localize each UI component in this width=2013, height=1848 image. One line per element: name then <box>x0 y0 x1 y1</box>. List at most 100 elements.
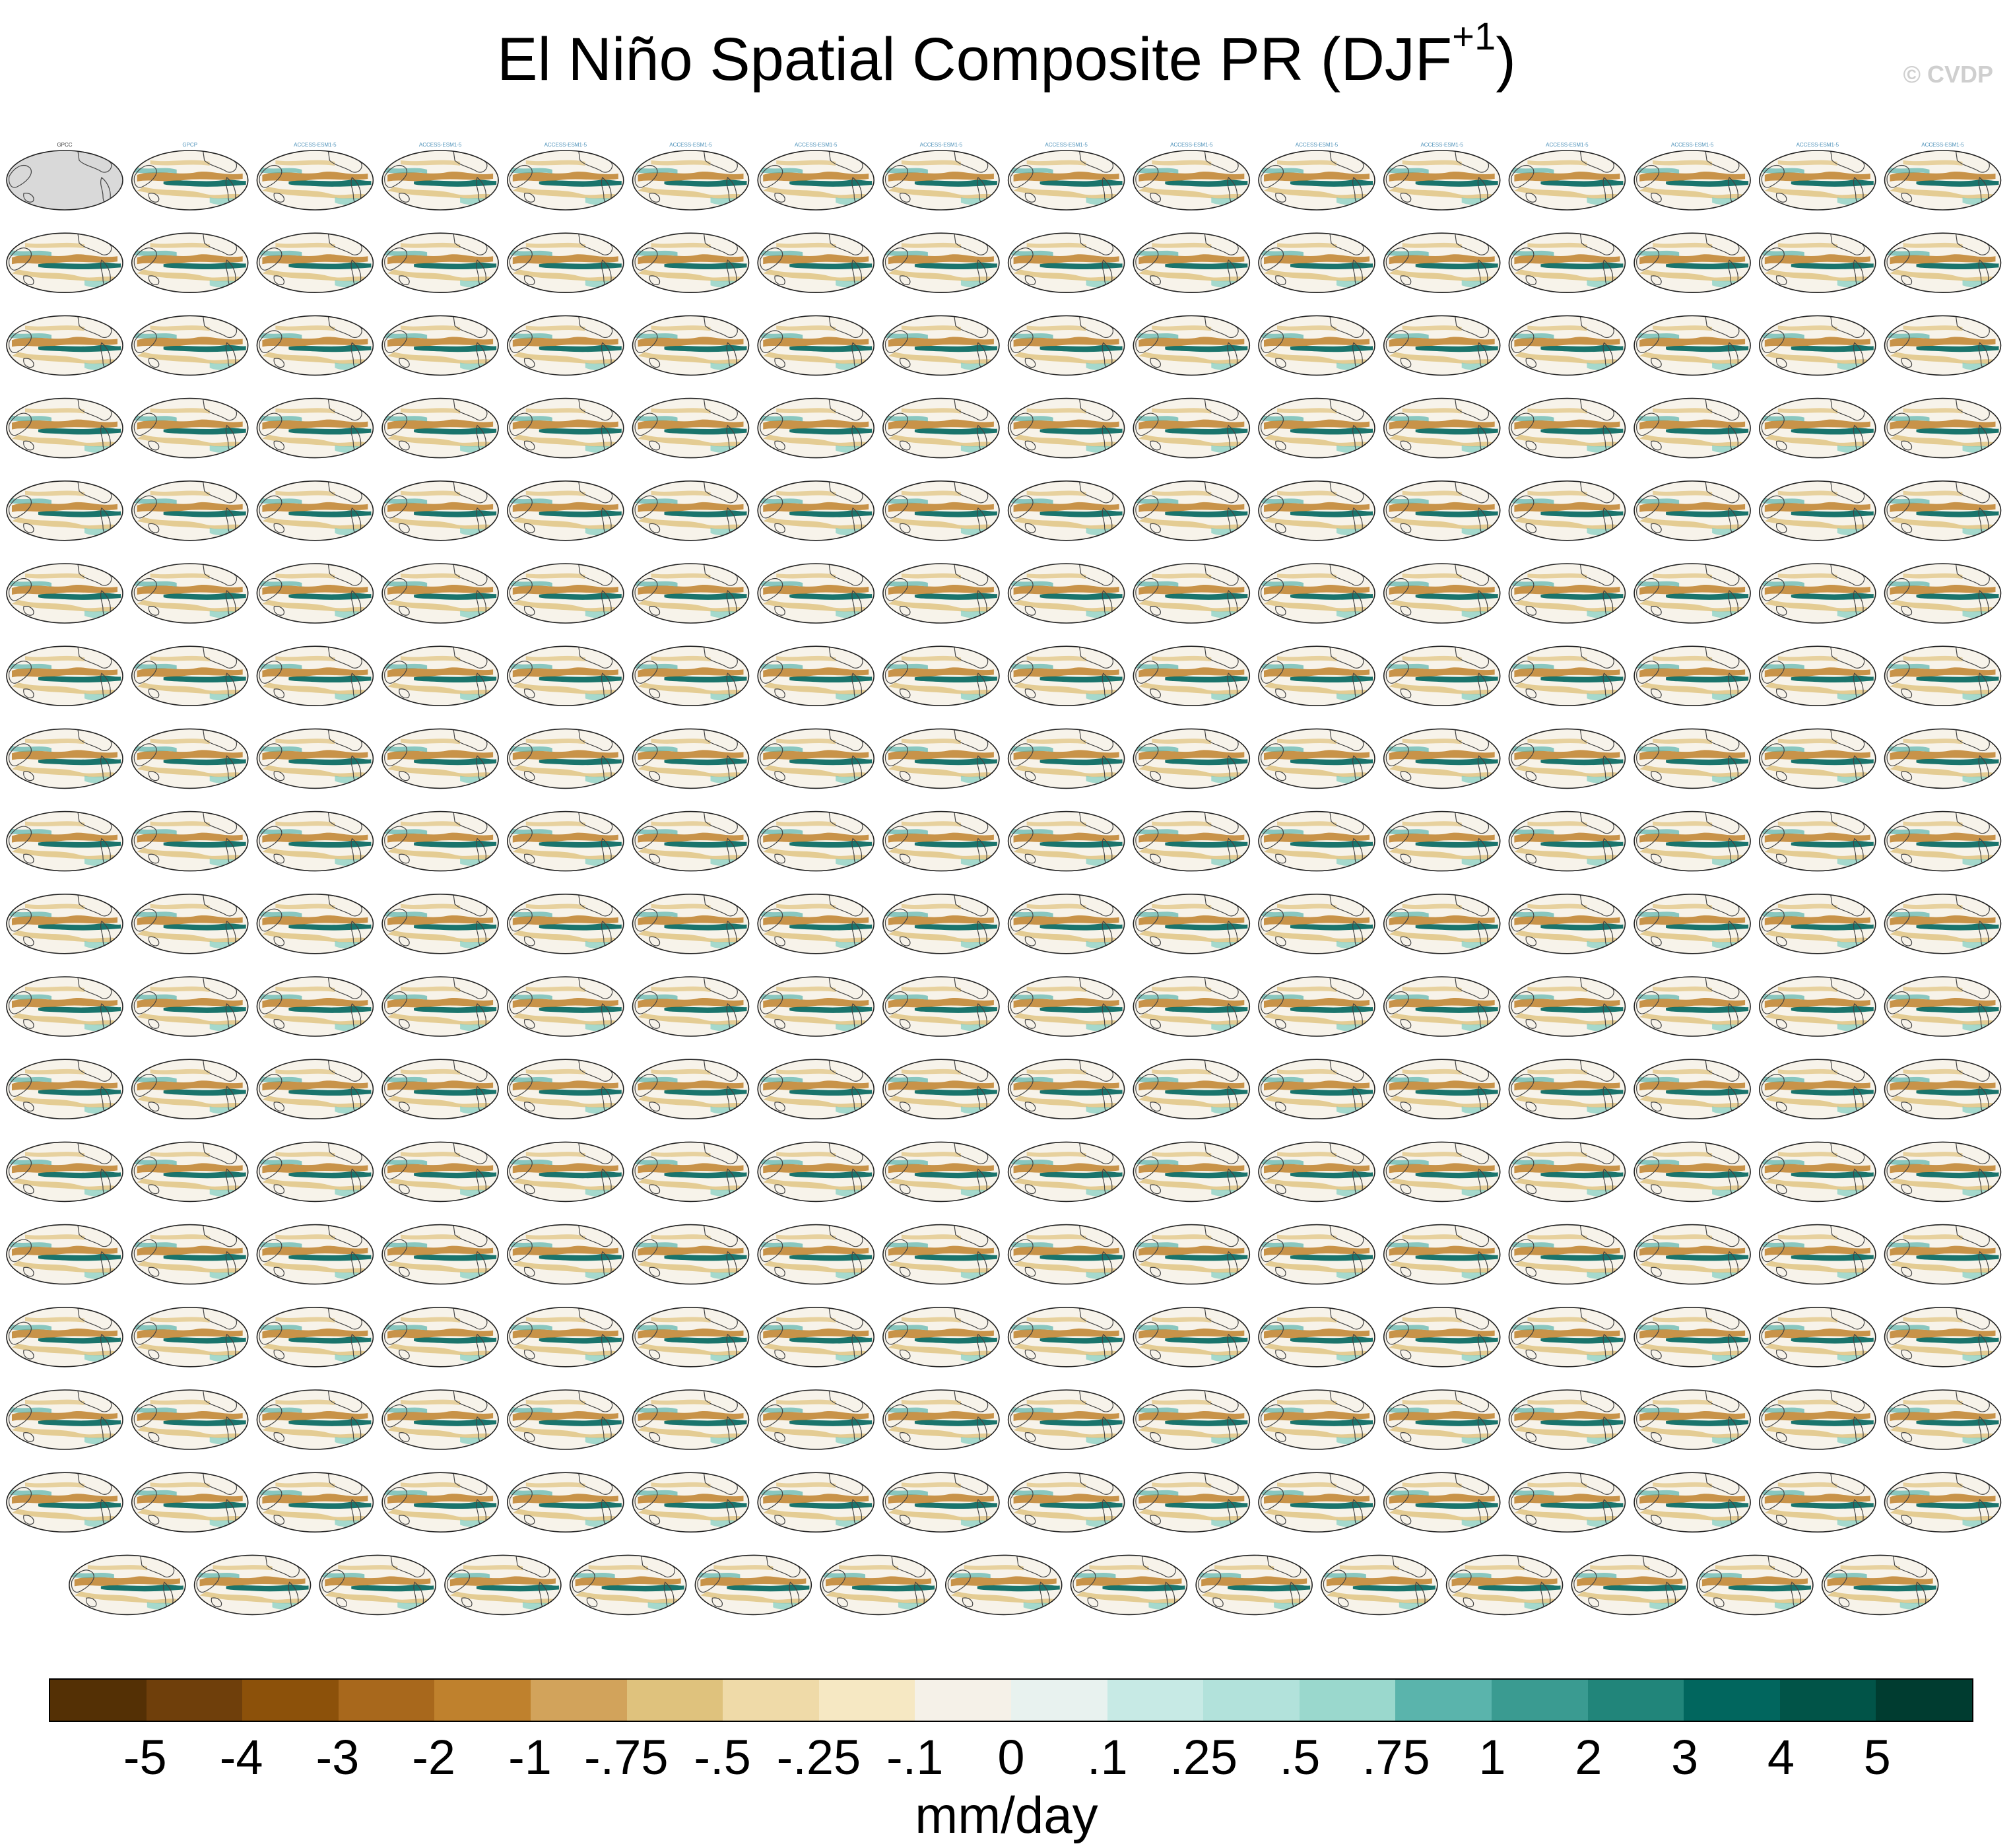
map-field <box>884 729 997 784</box>
wet-anomaly <box>1636 910 1680 917</box>
map-border <box>1884 728 2002 789</box>
dry-anomaly <box>1264 1178 1370 1191</box>
dry-anomaly <box>1026 986 1086 992</box>
dry-anomaly <box>74 1591 180 1604</box>
wet-anomaly <box>836 1024 869 1032</box>
map-border <box>1133 150 1251 211</box>
dry-anomaly <box>763 419 869 430</box>
coastline <box>1024 275 1036 286</box>
dry-anomaly <box>275 739 335 744</box>
map-border <box>1634 563 1751 624</box>
map-border <box>131 1059 249 1119</box>
coastline <box>259 1239 282 1263</box>
wet-anomaly <box>288 593 372 600</box>
map-border <box>1634 894 1751 954</box>
dry-anomaly <box>1653 1399 1713 1405</box>
map-border <box>1383 1224 1501 1285</box>
coastline <box>133 248 157 271</box>
wet-anomaly <box>884 993 928 1000</box>
coastline <box>1400 1019 1412 1029</box>
wet-anomaly <box>1165 923 1248 931</box>
dry-anomaly <box>888 269 994 282</box>
wet-anomaly <box>9 663 51 670</box>
coastline <box>1525 1102 1536 1112</box>
coastline <box>148 606 160 616</box>
dry-anomaly <box>12 1096 117 1108</box>
wet-anomaly <box>414 1419 497 1426</box>
dry-anomaly <box>262 172 368 182</box>
wet-anomaly <box>1211 1024 1245 1032</box>
wet-anomaly <box>789 1088 873 1096</box>
wet-anomaly <box>664 1006 747 1013</box>
map-panel: GPCP <box>131 142 249 211</box>
dry-anomaly <box>1639 1178 1746 1191</box>
map-field <box>1385 233 1498 288</box>
wet-anomaly <box>133 828 177 835</box>
map-panel <box>1508 894 1626 954</box>
wet-anomaly <box>884 414 928 422</box>
wet-anomaly <box>133 663 177 670</box>
colorbar-swatch <box>1395 1680 1492 1721</box>
wet-anomaly <box>1010 332 1053 339</box>
coastline <box>1886 578 1910 601</box>
coastline <box>259 743 282 766</box>
colorbar-tick-label: 0 <box>997 1730 1025 1785</box>
wet-anomaly <box>634 1323 678 1331</box>
dry-anomaly <box>262 1494 368 1504</box>
map-border <box>1383 894 1501 954</box>
dry-anomaly <box>638 765 744 777</box>
map-field <box>1886 894 1999 949</box>
wet-anomaly <box>209 693 243 702</box>
dry-anomaly <box>776 1317 836 1323</box>
dry-anomaly <box>1026 655 1086 662</box>
coastline <box>509 1074 533 1097</box>
wet-anomaly <box>163 428 246 435</box>
wet-anomaly <box>664 841 747 848</box>
wet-anomaly <box>1211 445 1245 453</box>
wet-anomaly <box>1135 1323 1179 1331</box>
dry-anomaly <box>387 832 494 843</box>
wet-anomaly <box>1165 262 1248 270</box>
wet-anomaly <box>1290 1006 1373 1013</box>
dry-anomaly <box>1764 1245 1870 1256</box>
map-field <box>259 398 372 453</box>
wet-anomaly <box>1040 675 1123 683</box>
wet-anomaly <box>1336 776 1370 784</box>
panel-title: GPCP <box>182 142 197 148</box>
wet-anomaly <box>1837 610 1870 618</box>
map-panel <box>1133 563 1251 624</box>
wet-anomaly <box>1761 993 1804 1000</box>
coastline <box>1511 330 1534 353</box>
dry-anomaly <box>1903 986 1963 992</box>
coastline <box>1636 412 1660 436</box>
dry-anomaly <box>638 502 744 512</box>
wet-anomaly <box>1290 262 1373 270</box>
map-border <box>1383 1389 1501 1450</box>
dry-anomaly <box>1890 1178 1996 1191</box>
coastline <box>1636 743 1660 766</box>
wet-anomaly <box>1666 1336 1749 1344</box>
wet-anomaly <box>259 993 302 1000</box>
coastline <box>1761 165 1785 188</box>
coastline <box>1886 1156 1910 1179</box>
map-field <box>133 1142 246 1197</box>
wet-anomaly <box>960 197 994 205</box>
wet-anomaly <box>1540 923 1624 931</box>
coastline <box>1150 358 1161 368</box>
map-panel <box>757 397 874 459</box>
map-border <box>882 976 1000 1037</box>
map-field <box>1135 481 1248 536</box>
wet-anomaly <box>710 280 744 288</box>
map-panel <box>1884 1307 2002 1368</box>
dry-anomaly <box>901 986 961 992</box>
dry-anomaly <box>1764 172 1870 182</box>
coastline <box>384 743 408 766</box>
map-field <box>1636 1224 1749 1280</box>
coastline <box>1636 991 1660 1014</box>
wet-anomaly <box>1962 197 1996 205</box>
map-panel <box>1634 1307 1751 1368</box>
coastline <box>1024 1432 1036 1442</box>
map-panel <box>6 397 123 459</box>
wet-anomaly <box>163 1254 246 1261</box>
coastline <box>384 1487 408 1510</box>
